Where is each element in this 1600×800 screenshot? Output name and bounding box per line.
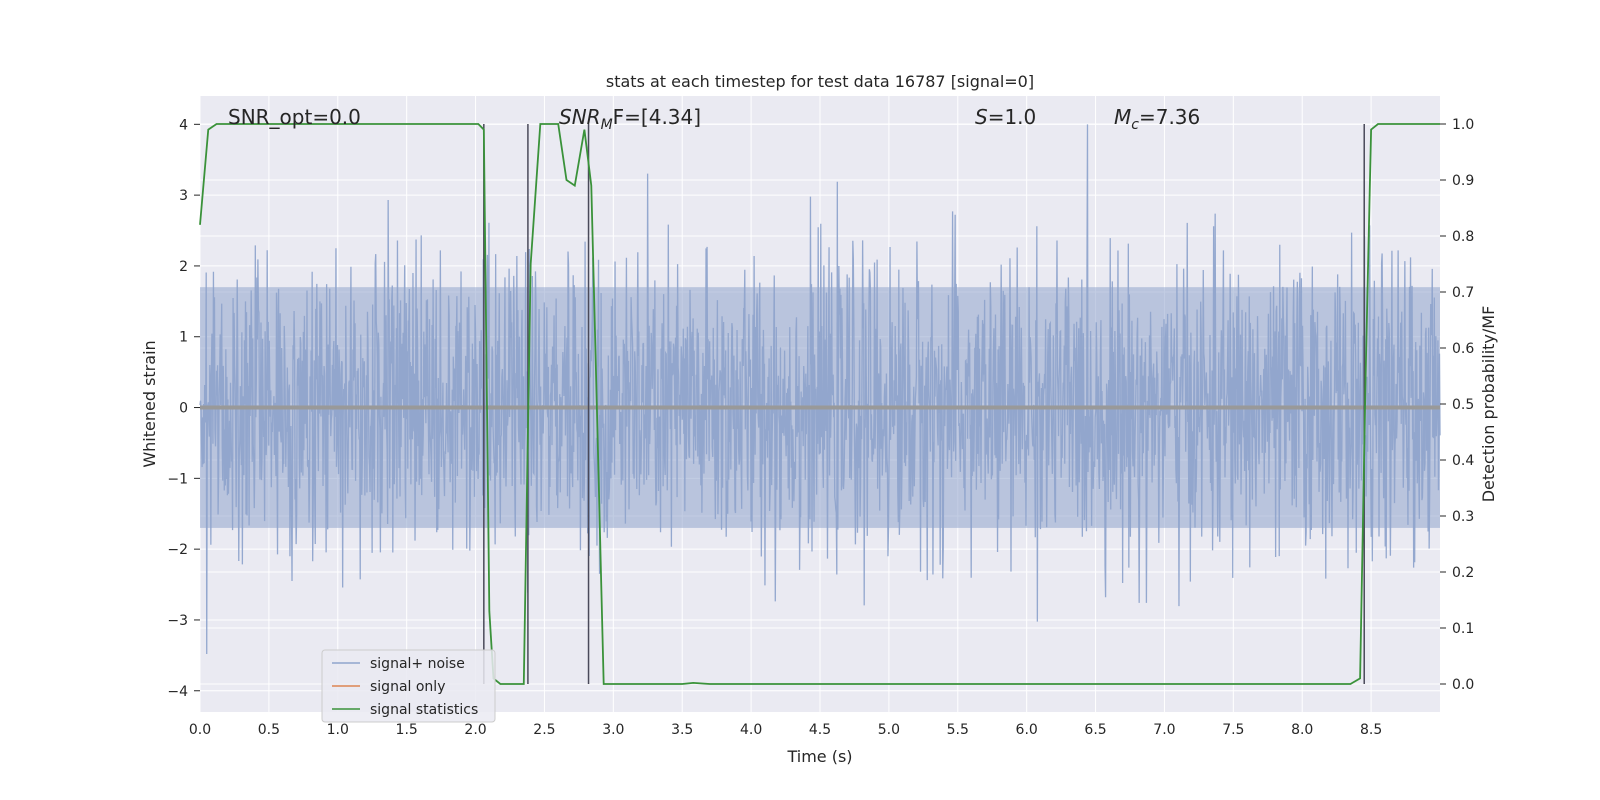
y2-tick-label: 0.2 bbox=[1452, 565, 1474, 581]
x-tick-label: 8.5 bbox=[1360, 722, 1382, 738]
annotation-snr-opt: SNR_opt=0.0 bbox=[228, 105, 361, 129]
y2-axis-label: Detection probability/MF bbox=[1479, 306, 1498, 503]
y-tick-label: −3 bbox=[167, 613, 188, 629]
legend-box bbox=[321, 649, 496, 723]
x-tick-label: 8.0 bbox=[1291, 722, 1313, 738]
chart-title: stats at each timestep for test data 167… bbox=[606, 72, 1034, 91]
signal-statistics-series bbox=[199, 123, 1440, 685]
x-tick-label: 2.0 bbox=[464, 722, 486, 738]
x-tick-label: 0.0 bbox=[189, 722, 211, 738]
y2-tick-label: 0.4 bbox=[1452, 453, 1474, 469]
mc-sub: c bbox=[1131, 117, 1139, 133]
annotation-s: S=1.0 bbox=[975, 105, 1036, 129]
statistics-line bbox=[199, 123, 1440, 685]
annotation-mc: Mc=7.36 bbox=[1114, 105, 1200, 133]
x-tick-label: 6.0 bbox=[1016, 722, 1038, 738]
y-axis-label: Whitened strain bbox=[140, 340, 159, 467]
y2-tick-label: 1.0 bbox=[1452, 117, 1474, 133]
x-tick-label: 0.5 bbox=[258, 722, 280, 738]
x-tick-label: 5.5 bbox=[947, 722, 969, 738]
mc-rest: =7.36 bbox=[1139, 105, 1200, 129]
y2-tick-label: 0.5 bbox=[1452, 397, 1474, 413]
y-ticks: 4 3 2 1 0 −1 −2 −3 −4 bbox=[167, 117, 200, 700]
x-tick-label: 2.5 bbox=[533, 722, 555, 738]
y-tick-label: 2 bbox=[179, 259, 188, 275]
y-tick-label: 1 bbox=[179, 330, 188, 346]
legend-label-statistics: signal statistics bbox=[370, 702, 478, 718]
y2-tick-label: 0.0 bbox=[1452, 677, 1474, 693]
x-tick-label: 1.0 bbox=[327, 722, 349, 738]
x-tick-label: 7.5 bbox=[1222, 722, 1244, 738]
y2-tick-label: 0.9 bbox=[1452, 173, 1474, 189]
legend-label-noise: signal+ noise bbox=[370, 656, 465, 672]
y-tick-label: −2 bbox=[167, 542, 188, 558]
annotation-snr-mf: SNRMF=[4.34] bbox=[559, 105, 701, 133]
snr-mf-main: SNR bbox=[559, 105, 601, 129]
y-tick-label: −1 bbox=[167, 471, 188, 487]
snr-mf-sub: M bbox=[601, 117, 613, 133]
x-tick-label: 5.0 bbox=[878, 722, 900, 738]
x-tick-label: 3.5 bbox=[671, 722, 693, 738]
y2-ticks: 1.0 0.9 0.8 0.7 0.6 0.5 0.4 0.3 0.2 0.1 0.0 bbox=[1440, 117, 1474, 693]
x-tick-label: 6.5 bbox=[1084, 722, 1106, 738]
y2-tick-label: 0.6 bbox=[1452, 341, 1474, 357]
x-tick-label: 7.0 bbox=[1153, 722, 1175, 738]
y-tick-label: 3 bbox=[179, 188, 188, 204]
snr-mf-rest: F=[4.34] bbox=[613, 105, 701, 129]
y-tick-label: 0 bbox=[179, 401, 188, 417]
y-tick-label: 4 bbox=[179, 117, 188, 133]
legend: signal+ noise signal only signal statist… bbox=[321, 649, 496, 723]
y2-tick-label: 0.3 bbox=[1452, 509, 1474, 525]
y2-tick-label: 0.1 bbox=[1452, 621, 1474, 637]
x-tick-label: 4.0 bbox=[740, 722, 762, 738]
x-tick-label: 3.0 bbox=[602, 722, 624, 738]
x-tick-label: 4.5 bbox=[809, 722, 831, 738]
legend-label-signal-only: signal only bbox=[370, 679, 445, 695]
s-rest: =1.0 bbox=[988, 105, 1037, 129]
y-tick-label: −4 bbox=[167, 684, 188, 700]
y2-tick-label: 0.8 bbox=[1452, 229, 1474, 245]
y2-tick-label: 0.7 bbox=[1452, 285, 1474, 301]
s-main: S bbox=[975, 105, 988, 129]
x-ticks: 0.0 0.5 1.0 1.5 2.0 2.5 3.0 3.5 4.0 4.5 5.0 5.5 6.0 6… bbox=[189, 722, 1382, 738]
x-tick-label: 1.5 bbox=[396, 722, 418, 738]
mc-main: M bbox=[1114, 105, 1131, 129]
x-axis-label: Time (s) bbox=[786, 747, 852, 766]
